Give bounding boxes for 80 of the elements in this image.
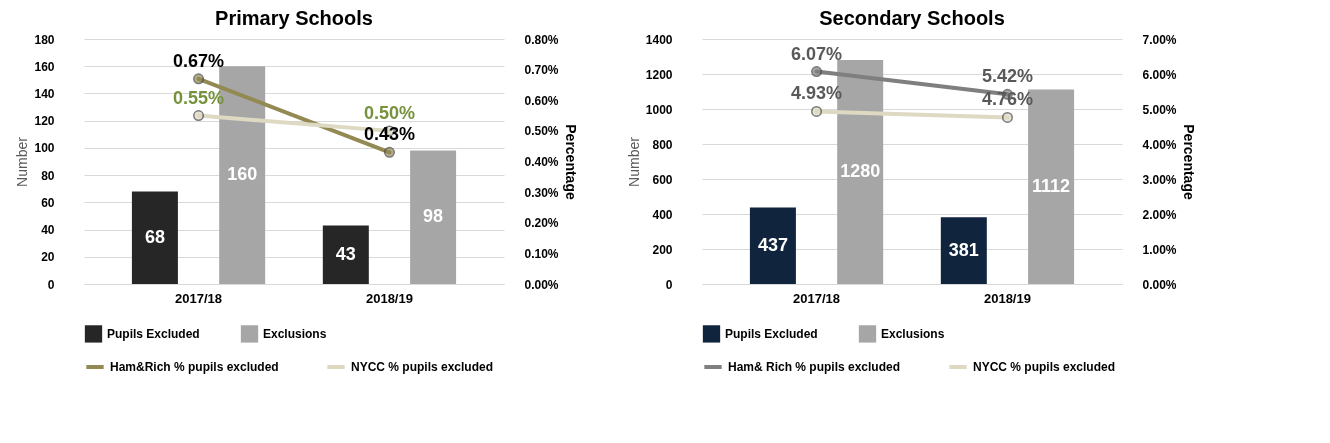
data-label: 381 (948, 239, 979, 260)
y-axis-title: Number (625, 136, 642, 187)
y2-tick-label: 0.40% (524, 155, 559, 169)
y2-tick-label: 2.00% (1142, 207, 1177, 222)
y-tick-label: 0 (665, 277, 673, 292)
y2-tick-label: 4.00% (1142, 137, 1177, 152)
y-tick-label: 1400 (645, 32, 673, 47)
y-tick-label: 120 (34, 114, 55, 129)
y-tick-label: 80 (41, 168, 55, 183)
y-tick-label: 180 (34, 32, 55, 47)
chart-title: Secondary Schools (819, 7, 1005, 29)
bar (322, 225, 369, 284)
y-tick-label: 0 (47, 277, 55, 292)
y2-tick-label: 0.10% (524, 246, 559, 261)
bar (410, 150, 457, 284)
x-tick-label: 2018/19 (983, 290, 1031, 306)
point (811, 105, 823, 117)
y2-tick-label: 0.30% (524, 185, 559, 200)
y2-tick-label: 0.50% (524, 124, 559, 139)
y2-tick-label: 7.00% (1142, 32, 1177, 47)
y-tick-label: 200 (652, 242, 673, 257)
data-label: 0.55% (173, 87, 225, 108)
bar (131, 191, 178, 284)
y2-axis-title: Percentage (1180, 124, 1197, 200)
legend-label: NYCC % pupils excluded (351, 360, 494, 374)
y-tick-label: 1000 (645, 102, 673, 117)
legend-label: Exclusions (881, 326, 945, 341)
bar (940, 217, 987, 284)
y2-tick-label: 1.00% (1142, 242, 1177, 257)
y-tick-label: 100 (34, 141, 55, 156)
legend-label: Ham& Rich % pupils excluded (728, 360, 901, 374)
y-tick-label: 40 (41, 223, 55, 238)
point (193, 110, 205, 122)
legend-label: NYCC % pupils excluded (973, 360, 1116, 374)
y-tick-label: 1200 (645, 67, 673, 82)
y-tick-label: 20 (41, 250, 55, 265)
point (811, 66, 823, 78)
data-label: 0.67% (173, 50, 225, 71)
legend-label: Pupils Excluded (107, 326, 200, 341)
y2-tick-label: 5.00% (1142, 102, 1177, 117)
y-tick-label: 600 (652, 172, 673, 187)
point (1001, 111, 1013, 123)
y2-axis-title: Percentage (562, 124, 579, 200)
data-label: 0.50% (363, 102, 415, 123)
bar (749, 207, 796, 284)
data-label: 43 (335, 243, 356, 264)
x-tick-label: 2017/18 (175, 290, 223, 306)
data-label: 4.76% (981, 89, 1033, 110)
data-label: 160 (227, 164, 258, 185)
y-tick-label: 400 (652, 207, 673, 222)
data-label: 6.07% (791, 43, 843, 64)
data-label: 0.43% (363, 124, 415, 145)
chart-title: Primary Schools (215, 7, 373, 29)
x-tick-label: 2017/18 (793, 290, 841, 306)
legend-label: Ham&Rich % pupils excluded (110, 360, 279, 374)
data-label: 4.93% (791, 83, 843, 104)
y-tick-label: 140 (34, 86, 55, 101)
y-tick-label: 160 (34, 59, 55, 74)
data-label: 98 (423, 206, 444, 227)
y2-tick-label: 0.00% (524, 277, 559, 292)
y2-tick-label: 0.00% (1142, 277, 1177, 292)
y2-tick-label: 0.20% (524, 216, 559, 231)
point (193, 73, 205, 85)
data-label: 1280 (840, 161, 881, 181)
y-axis-title: Number (14, 136, 31, 187)
y2-tick-label: 6.00% (1142, 67, 1177, 82)
data-label: 68 (144, 226, 165, 247)
y2-tick-label: 0.70% (524, 63, 559, 78)
legend-label: Exclusions (263, 326, 327, 341)
y-tick-label: 800 (652, 137, 673, 152)
point (383, 146, 395, 158)
data-label: 437 (757, 234, 788, 255)
y2-tick-label: 3.00% (1142, 172, 1177, 187)
y2-tick-label: 0.80% (524, 32, 559, 47)
data-label: 1112 (1032, 175, 1071, 196)
y-tick-label: 60 (41, 195, 55, 210)
legend-label: Pupils Excluded (725, 326, 818, 341)
x-tick-label: 2018/19 (365, 290, 413, 306)
y2-tick-label: 0.60% (524, 93, 559, 108)
data-label: 5.42% (981, 66, 1033, 87)
